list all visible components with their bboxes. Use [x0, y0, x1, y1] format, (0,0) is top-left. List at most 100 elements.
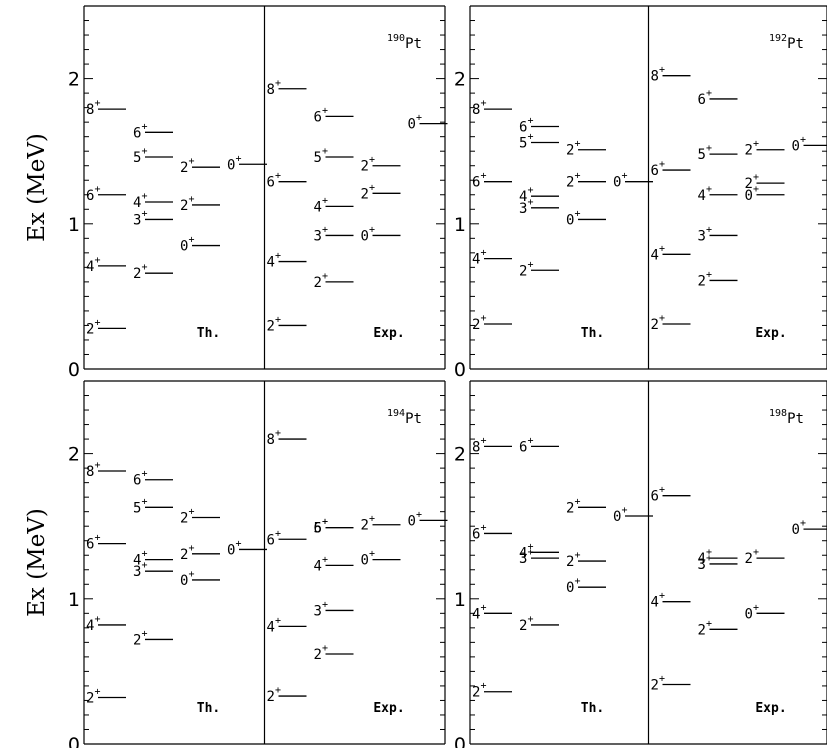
nucleus-label: 194Pt: [387, 408, 422, 427]
level-spin: 0: [408, 117, 416, 133]
level-parity: +: [480, 98, 486, 109]
level-label: 6+: [133, 469, 147, 489]
level-label: 2+: [651, 673, 665, 693]
level-label: 5+: [314, 517, 328, 537]
level-label: 3+: [133, 208, 147, 228]
level-spin: 8: [472, 439, 480, 455]
level-spin: 2: [314, 275, 322, 291]
level-spin: 6: [472, 526, 480, 542]
y-tick-label: 0: [68, 734, 80, 748]
nucleus-element: Pt: [787, 36, 804, 52]
level-parity: +: [706, 224, 712, 235]
level-spin: 5: [519, 135, 527, 151]
level-label: 2+: [745, 547, 759, 567]
level-spin: 2: [180, 510, 188, 526]
level-label: 6+: [267, 528, 281, 548]
level-label: 0+: [180, 235, 194, 255]
level-label: 0+: [745, 602, 759, 622]
level-parity: +: [275, 528, 281, 539]
level-label: 6+: [698, 88, 712, 108]
level-parity: +: [94, 687, 100, 698]
level-spin: 2: [566, 175, 574, 191]
level-label: 2+: [472, 681, 486, 701]
y-tick-label: 0: [68, 359, 80, 381]
level-spin: 4: [267, 619, 275, 635]
section-exp: Exp.2+4+6+8+2+3+4+5+6+0+2+ 0+: [267, 428, 448, 716]
level-spin: 4: [314, 558, 322, 574]
level-spin: 8: [86, 102, 94, 118]
level-parity: +: [322, 517, 328, 528]
level-label: 5+: [314, 146, 328, 166]
level-parity: +: [800, 518, 806, 529]
level-parity: +: [480, 248, 486, 259]
level-spin: 8: [472, 102, 480, 118]
level-spin: 5: [314, 150, 322, 166]
level-label: 5+: [698, 143, 712, 163]
level-spin: 2: [180, 198, 188, 214]
level-label: 8+: [86, 460, 100, 480]
level-spin: 2: [86, 691, 94, 707]
level-parity: +: [753, 547, 759, 558]
level-spin: 2: [698, 273, 706, 289]
level-label: 6+: [86, 533, 100, 553]
level-parity: +: [574, 550, 580, 561]
y-axis-label: Ex (MeV): [24, 133, 50, 242]
level-spin: 0: [361, 228, 369, 244]
level-label: 3+: [133, 560, 147, 580]
level-label: 2+: [361, 514, 375, 534]
level-parity: +: [322, 195, 328, 206]
level-label: 2+: [86, 317, 100, 337]
level-label: 0+: [227, 153, 241, 173]
level-parity: +: [369, 224, 375, 235]
level-spin: 2: [133, 632, 141, 648]
level-spin: 6: [698, 92, 706, 108]
level-parity: +: [527, 435, 533, 446]
level-label: 3+: [519, 547, 533, 567]
level-spin: 6: [519, 120, 527, 136]
level-spin: 6: [651, 163, 659, 179]
level-spin: 8: [267, 432, 275, 448]
level-parity: +: [574, 576, 580, 587]
level-spin: 4: [698, 188, 706, 204]
level-spin: 6: [314, 109, 322, 125]
level-spin: 2: [566, 554, 574, 570]
level-parity: +: [275, 314, 281, 325]
level-spin: 2: [651, 317, 659, 333]
level-spin: 3: [698, 557, 706, 573]
level-spin: 4: [519, 545, 527, 561]
level-label: 4+: [314, 554, 328, 574]
level-label: 2+: [361, 182, 375, 202]
level-label: 4+: [86, 255, 100, 275]
level-label: 2+: [180, 194, 194, 214]
y-axis-label: Ex (MeV): [24, 508, 50, 617]
level-label: 2+: [566, 139, 580, 159]
level-parity: +: [369, 549, 375, 560]
level-label: 2+: [519, 259, 533, 279]
level-label: 5+: [133, 496, 147, 516]
nucleus-mass: 194: [387, 408, 405, 419]
level-spin: 6: [267, 532, 275, 548]
level-spin: 2: [519, 263, 527, 279]
level-label: 2+: [314, 643, 328, 663]
level-spin: 4: [519, 189, 527, 205]
level-parity: +: [141, 208, 147, 219]
level-parity: +: [706, 553, 712, 564]
level-parity: +: [188, 156, 194, 167]
level-parity: +: [659, 159, 665, 170]
level-label: 4+: [519, 541, 533, 561]
level-spin: 0: [792, 522, 800, 538]
level-parity: +: [706, 143, 712, 154]
level-parity: +: [527, 116, 533, 127]
level-spin: 6: [267, 175, 275, 191]
level-parity: +: [753, 139, 759, 150]
level-label: 2+: [651, 313, 665, 333]
level-spin: 4: [651, 595, 659, 611]
level-label: 8+: [651, 65, 665, 85]
level-spin: 2: [651, 677, 659, 693]
level-spin: 4: [698, 551, 706, 567]
level-parity: +: [706, 269, 712, 280]
level-spin: 0: [745, 606, 753, 622]
level-spin: 0: [408, 513, 416, 529]
level-label: 0+: [566, 576, 580, 596]
